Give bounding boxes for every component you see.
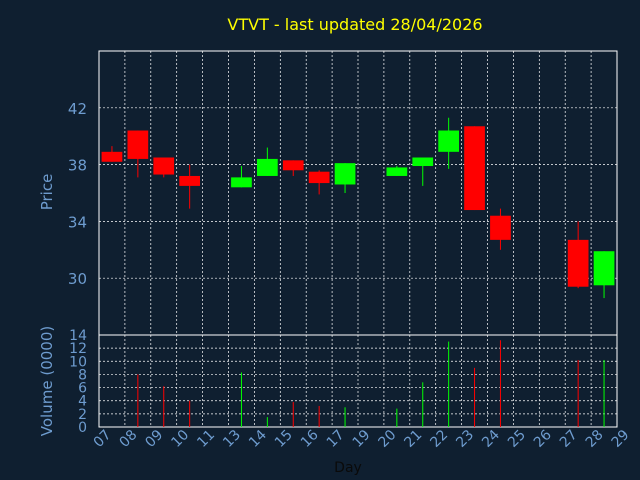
price-axis-label: Price [38,174,56,211]
volume-tick-label: 8 [78,367,87,383]
candle-body [179,175,201,186]
volume-tick-label: 12 [69,341,87,357]
x-tick-label: 15 [272,427,296,451]
candle-body [153,157,175,175]
x-tick-label: 16 [298,427,322,451]
candle-body [256,158,278,176]
price-tick-label: 42 [68,100,87,118]
candle-body [464,126,485,211]
x-tick-label: 13 [220,427,244,451]
candle-body [412,157,434,167]
volume-tick-label: 4 [78,394,87,410]
candle-body [386,167,408,176]
x-tick-label: 19 [350,427,374,451]
x-tick-label: 22 [427,427,451,451]
candle-body [490,215,511,240]
candle-body [282,160,304,171]
x-tick-label: 26 [531,427,555,451]
candle-body [231,177,252,188]
x-tick-label: 14 [246,427,270,451]
volume-tick-label: 0 [78,420,87,436]
x-tick-label: 17 [324,427,348,451]
x-tick-label: 20 [376,427,400,451]
x-tick-label: 08 [117,427,141,451]
candle-body [334,163,356,185]
x-tick-label: 25 [505,427,529,451]
volume-tick-label: 10 [69,354,87,370]
price-tick-label: 30 [68,270,87,288]
price-tick-label: 34 [68,213,87,231]
volume-tick-label: 6 [78,381,87,397]
volume-tick-label: 2 [78,407,87,423]
candle-body [438,130,460,152]
x-tick-label: 07 [91,427,115,451]
price-tick-label: 38 [68,157,87,175]
x-tick-label: 27 [557,427,581,451]
price-panel: 30 34 38 42 [68,50,618,336]
chart-title: VTVT - last updated 28/04/2026 [227,15,482,34]
candle-body [593,251,615,286]
x-tick-label: 10 [168,427,192,451]
x-tick-label: 23 [453,427,477,451]
x-tick-label: 09 [142,427,166,451]
x-tick-label: 21 [401,427,425,451]
candle-body [567,239,589,287]
candle-body [101,151,123,162]
x-tick-label: 24 [479,427,503,451]
x-axis-label: Day [334,460,362,476]
x-tick-label: 29 [609,427,633,451]
x-tick-label: 11 [194,427,218,451]
candle-body [127,130,149,159]
volume-axis-label: Volume (0000) [38,326,56,436]
volume-tick-label: 14 [69,328,87,344]
x-tick-label: 28 [583,427,607,451]
candle-body [308,171,330,184]
